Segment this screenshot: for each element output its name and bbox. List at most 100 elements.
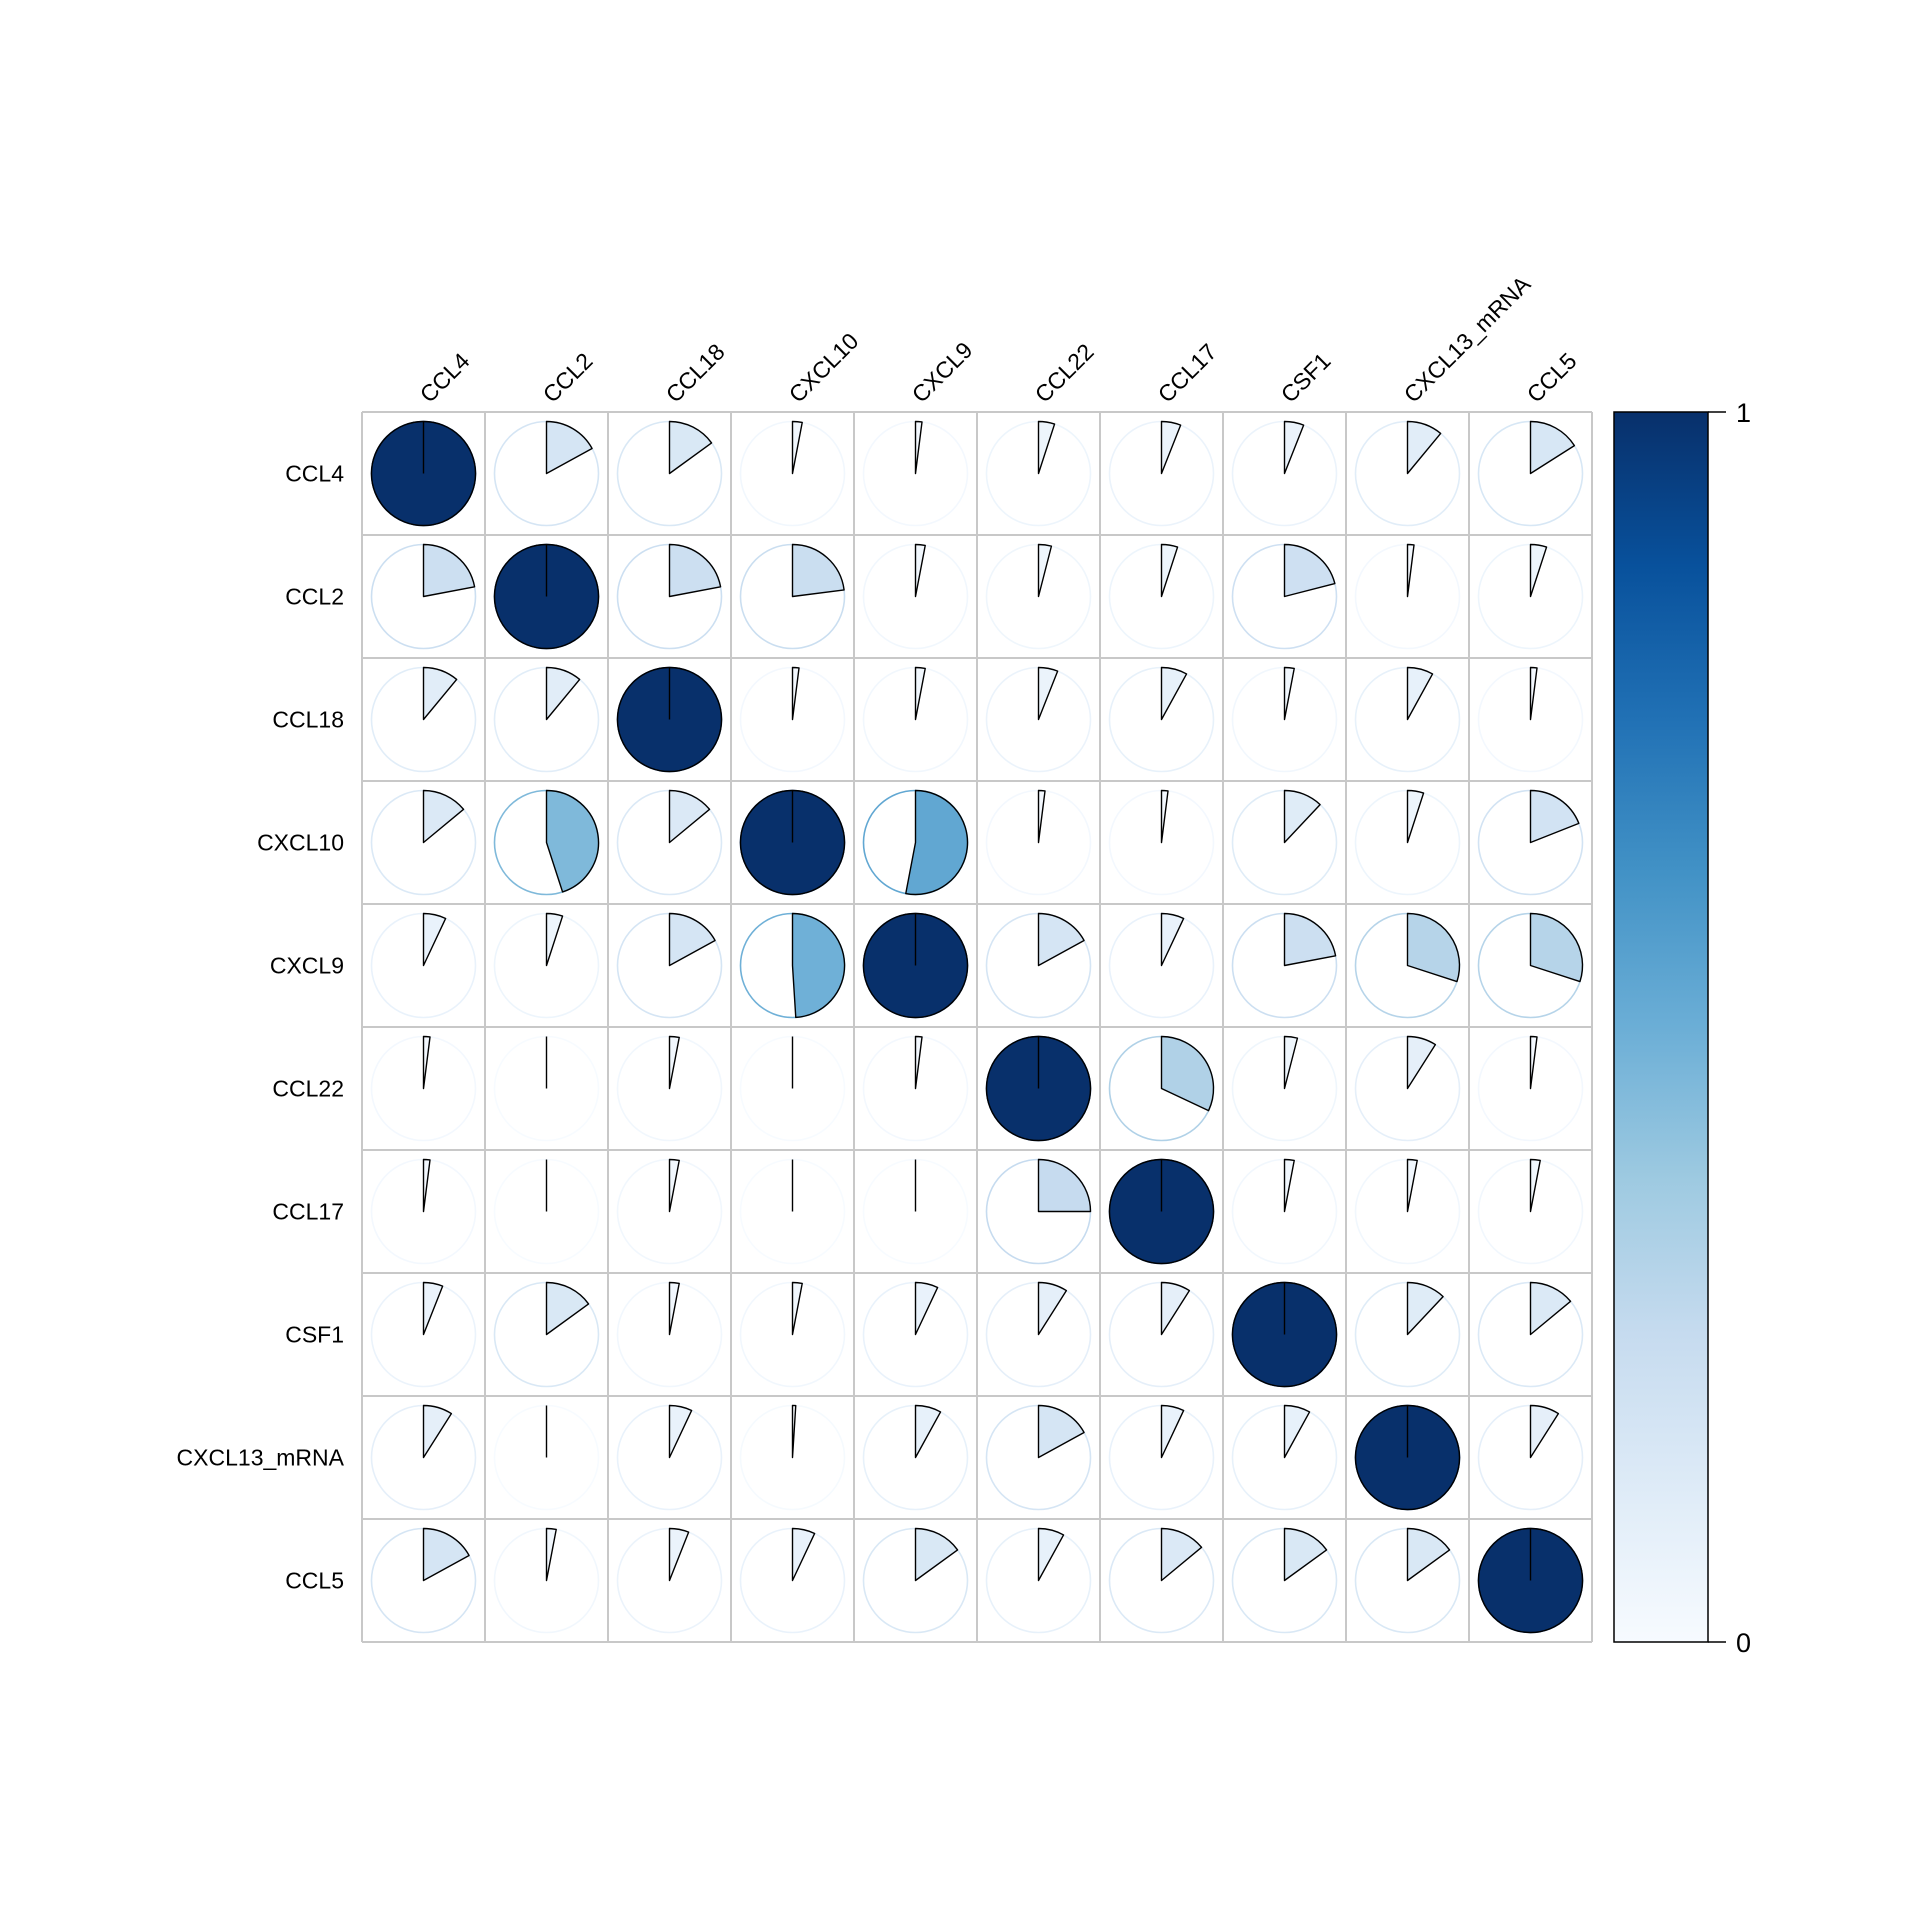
row-label: CXCL10 (257, 830, 344, 856)
color-legend-ticks: 10 (1708, 398, 1751, 1658)
row-label: CCL18 (272, 707, 344, 733)
pie-slice (1529, 789, 1580, 844)
cell-CXCL9-CSF1 (1231, 912, 1338, 1019)
pie-slice (1283, 1035, 1299, 1090)
pie-slice (1406, 543, 1415, 598)
pie-slice (1037, 912, 1085, 967)
pie-slice (914, 666, 926, 721)
cell-CCL2-CCL17 (1108, 543, 1215, 650)
cell-CXCL10-CCL22 (985, 789, 1092, 896)
cell-CCL17-CCL18 (616, 1158, 723, 1265)
column-label: CCL17 (1153, 339, 1222, 408)
cell-CCL18-CCL4 (370, 666, 477, 773)
cell-CCL18-CXCL9 (862, 666, 969, 773)
cell-CXCL9-CXCL10 (739, 912, 846, 1019)
cell-CCL18-CCL22 (985, 666, 1092, 773)
pie-slice (1160, 543, 1179, 598)
pie-slice (914, 1281, 939, 1336)
cell-CXCL10-CXCL10 (739, 789, 846, 896)
pie-slice (914, 420, 923, 475)
cell-CCL4-CXCL10 (739, 420, 846, 527)
pie-slice (422, 666, 458, 721)
pie-slice (668, 543, 722, 598)
cell-CSF1-CXCL13_mRNA (1354, 1281, 1461, 1388)
pie-slice (791, 912, 846, 1019)
row-label: CXCL13_mRNA (177, 1445, 345, 1471)
pie-slice (1037, 1404, 1085, 1459)
pie-slice (422, 1035, 431, 1090)
cell-CCL17-CCL5 (1477, 1158, 1584, 1265)
color-legend-bar (1613, 411, 1709, 1643)
cell-CXCL9-CCL22 (985, 912, 1092, 1019)
cell-CCL4-CXCL13_mRNA (1354, 420, 1461, 527)
pie-slice (1529, 666, 1538, 721)
cell-CSF1-CCL4 (370, 1281, 477, 1388)
cell-CSF1-CXCL10 (739, 1281, 846, 1388)
cell-CSF1-CCL2 (493, 1281, 600, 1388)
pie-slice (914, 1035, 923, 1090)
pie-slice (422, 789, 465, 844)
cell-CXCL9-CCL4 (370, 912, 477, 1019)
pie-slice (1406, 420, 1442, 475)
cells-layer (370, 420, 1584, 1634)
column-label: CCL2 (538, 348, 598, 408)
cell-CCL17-CCL22 (985, 1158, 1092, 1265)
pie-slice (1037, 1527, 1065, 1582)
cell-CCL17-CCL2 (493, 1158, 600, 1265)
cell-CXCL13_mRNA-CXCL10 (739, 1404, 846, 1511)
row-label: CSF1 (285, 1322, 344, 1348)
cell-CXCL13_mRNA-CCL5 (1477, 1404, 1584, 1511)
column-label: CCL18 (661, 339, 730, 408)
cell-CCL18-CCL5 (1477, 666, 1584, 773)
cell-CXCL13_mRNA-CCL18 (616, 1404, 723, 1511)
cell-CXCL9-CXCL9 (862, 912, 969, 1019)
pie-slice (422, 1404, 453, 1459)
pie-slice (545, 789, 600, 893)
cell-CCL18-CCL17 (1108, 666, 1215, 773)
cell-CCL4-CCL17 (1108, 420, 1215, 527)
cell-CCL2-CCL22 (985, 543, 1092, 650)
cell-CCL4-CSF1 (1231, 420, 1338, 527)
pie-slice (1283, 1404, 1311, 1459)
cell-CCL18-CXCL10 (739, 666, 846, 773)
cell-CCL2-CCL2 (493, 543, 600, 650)
pie-slice (1283, 789, 1321, 844)
pie-slice (1529, 1158, 1541, 1213)
cell-CCL17-CCL4 (370, 1158, 477, 1265)
cell-CCL2-CXCL9 (862, 543, 969, 650)
row-labels: CCL4 CCL2 CCL18 CXCL10 CXCL9 CCL22 CCL17 CSF1 CX… (177, 461, 345, 1594)
pie-slice (545, 1281, 590, 1336)
cell-CSF1-CCL5 (1477, 1281, 1584, 1388)
cell-CCL2-CCL4 (370, 543, 477, 650)
cell-CCL2-CCL18 (616, 543, 723, 650)
pie-slice (422, 543, 476, 598)
pie-slice (545, 666, 581, 721)
cell-CXCL9-CCL2 (493, 912, 600, 1019)
pie-slice (545, 420, 593, 475)
cell-CCL22-CCL18 (616, 1035, 723, 1142)
cell-CCL4-CCL18 (616, 420, 723, 527)
pie-slice (668, 1158, 680, 1213)
pie-slice (1406, 1035, 1437, 1090)
pie-slice (1160, 1035, 1215, 1112)
pie-slice (1529, 1404, 1560, 1459)
cell-CCL4-CCL22 (985, 420, 1092, 527)
cell-CXCL13_mRNA-CCL4 (370, 1404, 477, 1511)
cell-CCL22-CCL4 (370, 1035, 477, 1142)
color-legend: 10 (1613, 398, 1751, 1658)
pie-slice (1283, 543, 1336, 598)
pie-slice (668, 789, 711, 844)
pie-slice (545, 1527, 557, 1582)
cell-CSF1-CCL17 (1108, 1281, 1215, 1388)
grid-lines (361, 411, 1593, 1643)
pie-slice (914, 1404, 942, 1459)
pie-slice (1160, 1281, 1191, 1336)
cell-CCL5-CCL22 (985, 1527, 1092, 1634)
row-label: CCL2 (285, 584, 344, 610)
column-label: CCL4 (415, 347, 475, 407)
row-label: CCL5 (285, 1568, 344, 1594)
column-label: CXCL9 (907, 337, 978, 408)
pie-slice (668, 420, 713, 475)
pie-slice (1406, 1158, 1418, 1213)
